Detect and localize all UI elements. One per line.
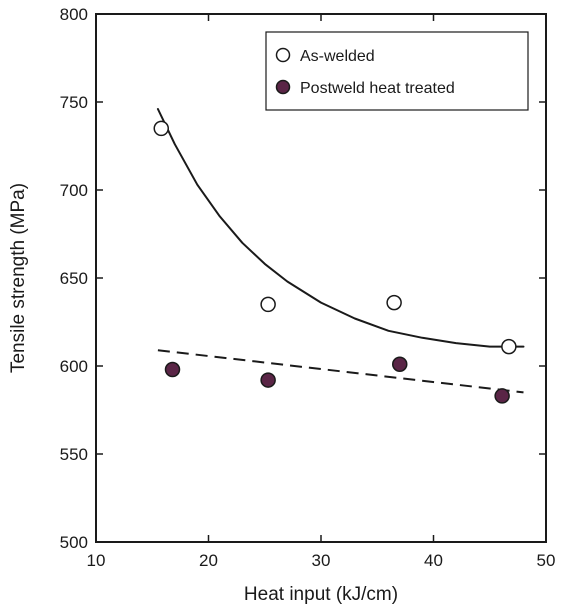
x-tick-label: 30 [312,551,331,570]
legend: As-welded Postweld heat treated [265,31,529,111]
y-tick-label: 500 [60,533,88,552]
y-tick-label: 700 [60,181,88,200]
y-tick-label: 650 [60,269,88,288]
fit-curves [156,108,525,394]
legend-marker-postweld [275,79,291,95]
y-tick-label: 750 [60,93,88,112]
legend-label-as-welded: As-welded [300,48,375,65]
legend-label-postweld: Postweld heat treated [300,80,455,97]
y-tick-label: 600 [60,357,88,376]
x-tick-label: 20 [199,551,218,570]
fit-line-postweld [157,349,524,394]
x-axis-title: Heat input (kJ/cm) [244,584,398,605]
x-tick-label: 50 [537,551,556,570]
x-tick-label: 40 [424,551,443,570]
data-point-postweld [164,361,181,378]
data-point-postweld [260,372,276,388]
y-tick-label: 800 [60,5,88,24]
data-point-postweld [392,356,408,372]
data-point-as-welded [501,338,517,355]
data-point-as-welded [386,294,402,311]
y-axis-title: Tensile strength (MPa) [8,183,29,373]
legend-box [265,31,529,111]
data-point-as-welded [153,120,169,137]
data-points [153,120,517,404]
legend-marker-as-welded [275,47,291,63]
axis-ticks: 10 20 30 40 50 500 550 600 650 700 750 800 [60,5,556,570]
data-point-postweld [494,388,510,404]
x-tick-label: 10 [87,551,106,570]
y-tick-label: 550 [60,445,88,464]
fit-curve-as-welded [156,108,525,348]
data-point-as-welded [260,296,276,313]
